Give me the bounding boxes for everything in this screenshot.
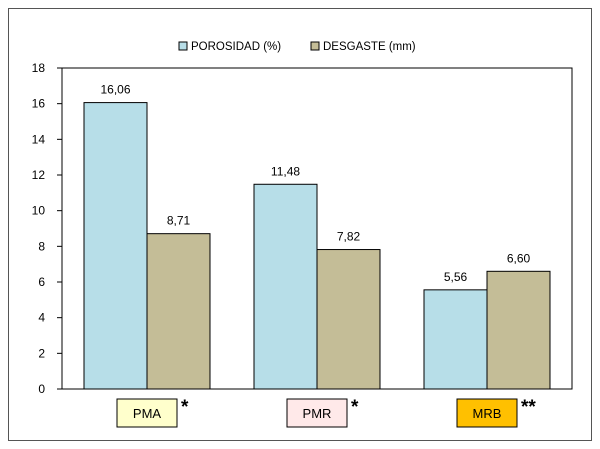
- y-tick-label: 16: [32, 97, 46, 111]
- legend-label-desgaste: DESGASTE (mm): [323, 41, 416, 53]
- category-label-pma: PMA: [133, 406, 162, 421]
- bar-mrb-porosidad: [423, 289, 488, 390]
- y-tick-label: 8: [38, 239, 45, 253]
- legend: POROSIDAD (%) DESGASTE (mm): [178, 41, 416, 53]
- data-label-pmr-desgaste: 7,82: [337, 230, 361, 244]
- category-marker-mrb: **: [521, 397, 536, 418]
- y-tick-label: 14: [32, 132, 46, 146]
- y-tick-label: 0: [38, 382, 45, 396]
- data-label-mrb-desgaste: 6,60: [507, 251, 531, 265]
- bar-pma-desgaste: [146, 233, 211, 390]
- data-label-pmr-porosidad: 11,48: [271, 164, 300, 178]
- legend-swatch-desgaste: [310, 41, 320, 51]
- y-tick-label: 18: [32, 61, 46, 75]
- legend-label-porosidad: POROSIDAD (%): [191, 41, 281, 53]
- bar-pmr-desgaste: [316, 249, 381, 390]
- y-tick-label: 10: [32, 204, 46, 218]
- category-label-pmr: PMR: [303, 406, 332, 421]
- y-tick-label: 12: [32, 168, 46, 182]
- category-box-pma: [116, 398, 178, 428]
- y-tick-label: 4: [38, 311, 45, 325]
- category-marker-pma: *: [181, 397, 189, 418]
- category-box-pmr: [286, 398, 348, 428]
- y-tick-label: 2: [38, 346, 45, 360]
- category-labels: PMA * PMR * MRB **: [116, 397, 536, 428]
- bar-mrb-desgaste: [486, 270, 551, 390]
- category-marker-pmr: *: [351, 397, 359, 418]
- data-label-pma-porosidad: 16,06: [100, 83, 130, 97]
- y-tick-label: 6: [38, 275, 45, 289]
- bar-pma-porosidad: [83, 102, 148, 390]
- category-box-mrb: [456, 398, 518, 428]
- bars: [83, 102, 551, 390]
- bar-pmr-porosidad: [253, 183, 318, 390]
- category-label-mrb: MRB: [473, 406, 502, 421]
- data-label-mrb-porosidad: 5,56: [444, 270, 468, 284]
- data-label-pma-desgaste: 8,71: [167, 214, 191, 228]
- data-labels: 16,06 8,71 11,48 7,82 5,56 6,60: [100, 83, 530, 284]
- legend-swatch-porosidad: [178, 41, 188, 51]
- y-axis: 0 2 4 6 8 10 12 14 16 18: [32, 61, 63, 396]
